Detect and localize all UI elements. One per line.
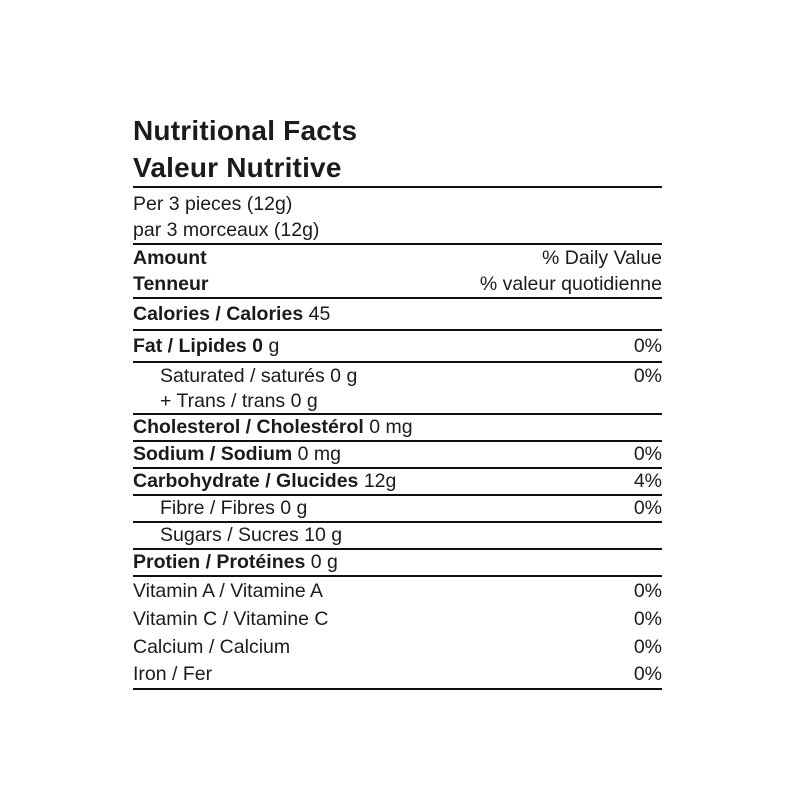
- nutrient-row-saturated: Saturated / saturés 0 g 0%: [133, 363, 662, 389]
- serving-size-row-en: Per 3 pieces (12g): [133, 188, 662, 218]
- amount-header-en: Amount: [133, 247, 207, 269]
- label-title-fr: Valeur Nutritive: [133, 149, 662, 188]
- label-title-en: Nutritional Facts: [133, 115, 358, 146]
- nutrient-row-calories: Calories / Calories 45: [133, 299, 662, 331]
- nutrient-amount: 12g: [363, 470, 397, 492]
- nutrient-amount: 0 g: [310, 551, 338, 573]
- nutrient-amount: + Trans / trans 0 g: [160, 390, 318, 412]
- daily-value-percent: 0%: [633, 636, 662, 658]
- nutrient-row-iron: Iron / Fer 0%: [133, 661, 662, 690]
- nutrient-amount: Calcium / Calcium: [133, 636, 291, 658]
- nutrient-row-trans: + Trans / trans 0 g: [133, 389, 662, 415]
- serving-size-row-fr: par 3 morceaux (12g): [133, 218, 662, 245]
- nutrient-row-fibre: Fibre / Fibres 0 g 0%: [133, 496, 662, 523]
- nutrient-row-fat: Fat / Lipides 0 g 0%: [133, 331, 662, 363]
- daily-value-percent: 0%: [633, 608, 662, 630]
- daily-value-percent: 0%: [633, 580, 662, 602]
- nutrient-row-sodium: Sodium / Sodium 0 mg 0%: [133, 442, 662, 469]
- daily-value-percent: 0%: [633, 663, 662, 685]
- nutrient-name: Cholesterol / Cholestérol: [133, 416, 364, 438]
- nutrient-row-vitamin-c: Vitamin C / Vitamine C 0%: [133, 605, 662, 633]
- nutrient-row-calcium: Calcium / Calcium 0%: [133, 633, 662, 661]
- nutrient-amount: Fibre / Fibres 0 g: [160, 497, 308, 519]
- daily-value-header-en: % Daily Value: [542, 247, 662, 269]
- nutrient-row-protein: Protien / Protéines 0 g: [133, 550, 662, 577]
- nutrient-row-cholesterol: Cholesterol / Cholestérol 0 mg: [133, 415, 662, 442]
- nutrient-amount: Saturated / saturés 0 g: [160, 365, 358, 387]
- nutrient-name: Protien / Protéines: [133, 551, 306, 573]
- daily-value-header-fr: % valeur quotidienne: [479, 273, 662, 295]
- nutrient-amount: Iron / Fer: [133, 663, 213, 685]
- nutrient-amount: g: [268, 335, 280, 357]
- nutrient-amount: Vitamin C / Vitamine C: [133, 608, 329, 630]
- daily-value-percent: 0%: [633, 335, 662, 357]
- nutrient-row-sugars: Sugars / Sucres 10 g: [133, 523, 662, 550]
- nutrient-amount: 0 mg: [369, 416, 413, 438]
- nutrition-facts-label: Nutritional Facts Valeur Nutritive Per 3…: [133, 112, 662, 690]
- nutrient-amount: Vitamin A / Vitamine A: [133, 580, 324, 602]
- column-header-row-fr: Tenneur % valeur quotidienne: [133, 272, 662, 299]
- serving-size-fr: par 3 morceaux (12g): [133, 219, 320, 241]
- serving-size-en: Per 3 pieces (12g): [133, 193, 293, 215]
- daily-value-percent: 0%: [633, 365, 662, 387]
- daily-value-percent: 4%: [633, 470, 662, 492]
- column-header-row-en: Amount % Daily Value: [133, 245, 662, 272]
- nutrient-row-carbohydrate: Carbohydrate / Glucides 12g 4%: [133, 469, 662, 496]
- nutrient-name: Calories / Calories: [133, 303, 304, 325]
- nutrient-name: Sodium / Sodium: [133, 443, 293, 465]
- nutrient-name: Fat / Lipides 0: [133, 335, 264, 357]
- nutrient-amount: 0 mg: [297, 443, 342, 465]
- daily-value-percent: 0%: [633, 497, 662, 519]
- amount-header-fr: Tenneur: [133, 273, 209, 295]
- nutrient-amount: 45: [308, 303, 331, 325]
- daily-value-percent: 0%: [633, 443, 662, 465]
- nutrient-amount: Sugars / Sucres 10 g: [160, 524, 343, 546]
- nutrient-row-vitamin-a: Vitamin A / Vitamine A 0%: [133, 577, 662, 605]
- nutrient-name: Carbohydrate / Glucides: [133, 470, 359, 492]
